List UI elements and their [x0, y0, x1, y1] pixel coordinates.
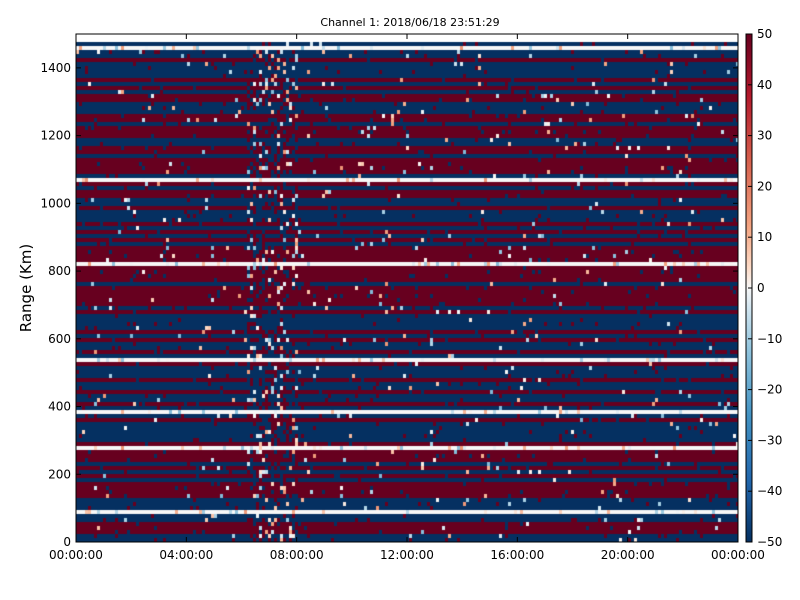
colorbar-tick-label: 10 — [757, 230, 772, 244]
y-tick-label: 1200 — [40, 129, 71, 143]
colorbar-tick-label: −30 — [757, 433, 782, 447]
chart-title: Channel 1: 2018/06/18 23:51:29 — [320, 16, 499, 29]
y-tick-label: 1000 — [40, 196, 71, 210]
y-axis: 0 200 400 600 800 1000 1200 1400 — [40, 61, 738, 549]
colorbar-tick-label: −20 — [757, 383, 782, 397]
y-tick-label: 1400 — [40, 61, 71, 75]
x-tick-label: 00:00:00 — [711, 548, 765, 562]
y-tick-label: 600 — [48, 332, 71, 346]
heatmap-image — [76, 34, 738, 542]
y-axis-label: Range (Km) — [17, 244, 35, 332]
heatmap-cells — [76, 34, 738, 542]
colorbar-tick-label: −40 — [757, 484, 782, 498]
colorbar-tick-label: 50 — [757, 27, 772, 41]
x-axis: 00:00:00 04:00:00 08:00:00 12:00:00 16:00:00… — [49, 34, 765, 562]
y-tick-label: 400 — [48, 400, 71, 414]
colorbar-tick-label: 20 — [757, 179, 772, 193]
colorbar-tick-label: 40 — [757, 78, 772, 92]
colorbar-tick-label: −50 — [757, 535, 782, 549]
y-tick-label: 800 — [48, 264, 71, 278]
x-tick-label: 20:00:00 — [601, 548, 655, 562]
colorbar-tick-label: 0 — [757, 281, 765, 295]
y-tick-label: 0 — [63, 535, 71, 549]
x-tick-label: 04:00:00 — [159, 548, 213, 562]
y-tick-label: 200 — [48, 467, 71, 481]
x-tick-label: 12:00:00 — [380, 548, 434, 562]
x-tick-label: 00:00:00 — [49, 548, 103, 562]
colorbar-tick-label: 30 — [757, 129, 772, 143]
x-tick-label: 16:00:00 — [490, 548, 544, 562]
x-tick-label: 08:00:00 — [270, 548, 324, 562]
colorbar-tick-label: −10 — [757, 332, 782, 346]
colorbar-ticks: 50 40 30 20 10 0 −10 −20 −30 −40 −50 — [748, 27, 782, 549]
